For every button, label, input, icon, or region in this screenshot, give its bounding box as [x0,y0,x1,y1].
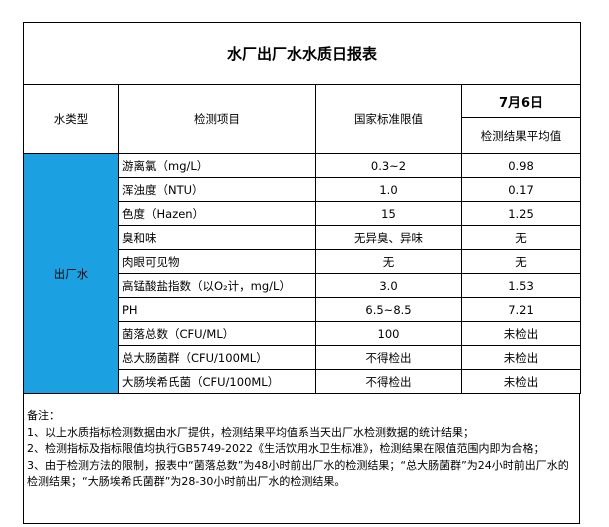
result-cell: 无 [460,249,582,274]
result-cell: 未检出 [460,369,582,394]
result-cell: 0.17 [460,177,582,202]
notes: 备注： 1、以上水质指标检测数据由水厂提供，检测结果平均值系当天出厂水检测数据的… [23,394,580,524]
item-cell: 总大肠菌群（CFU/100ML） [118,345,316,370]
result-cell: 未检出 [460,321,582,346]
limit-cell: 不得检出 [315,345,462,370]
item-cell: 色度（Hazen） [118,201,316,226]
result-cell: 1.25 [460,201,582,226]
header-result: 检测结果平均值 [460,117,582,154]
water-type-cell: 出厂水 [23,153,119,394]
notes-line: 2、检测指标及指标限值均执行GB5749-2022《生活饮用水卫生标准》，检测结… [27,442,545,455]
limit-cell: 无异臭、异味 [315,225,462,250]
item-cell: 菌落总数（CFU/ML） [118,321,316,346]
limit-cell: 15 [315,201,462,226]
table-row: 浑浊度（NTU） 1.0 0.17 [24,177,582,202]
result-cell: 1.53 [460,273,582,298]
limit-cell: 1.0 [315,177,462,202]
table-row: 臭和味 无异臭、异味无 [24,225,582,250]
limit-cell: 不得检出 [315,369,462,394]
limit-cell: 无 [315,249,462,274]
limit-cell: 3.0 [315,273,462,298]
item-cell: 浑浊度（NTU） [118,177,316,202]
table-row: 菌落总数（CFU/ML） 100 未检出 [24,321,582,346]
item-cell: 游离氯（mg/L） [118,153,316,178]
report-title: 水厂出厂水水质日报表 [22,22,582,85]
header-date: 7月6日 [460,84,582,118]
table-row: 总大肠菌群（CFU/100ML） 不得检出 未检出 [24,345,582,370]
item-cell: PH [118,297,316,322]
header-limit: 国家标准限值 [315,84,462,154]
limit-cell: 100 [315,321,462,346]
limit-cell: 0.3~2 [315,153,462,178]
table-row: PH 6.5~8.5 7.21 [24,297,582,322]
table-row: 高锰酸盐指数（以O₂计，mg/L） 3.0 1.53 [24,273,582,298]
result-cell: 7.21 [460,297,582,322]
table-row: 色度（Hazen） 15 1.25 [24,201,582,226]
limit-cell: 6.5~8.5 [315,297,462,322]
notes-heading: 备注： [27,409,60,422]
table-row: 肉眼可见物无无 [24,249,582,274]
item-cell: 高锰酸盐指数（以O₂计，mg/L） [118,273,316,298]
report-table: 水厂出厂水水质日报表 水类型 检测项目 国家标准限值 7月6日 检测结果平均值 … [22,22,582,394]
item-cell: 臭和味 [118,225,316,250]
result-cell: 未检出 [460,345,582,370]
notes-line: 1、以上水质指标检测数据由水厂提供，检测结果平均值系当天出厂水检测数据的统计结果… [27,425,474,439]
result-cell: 0.98 [460,153,582,178]
table-row: 大肠埃希氏菌（CFU/100ML） 不得检出 未检出 [24,369,582,394]
item-cell: 肉眼可见物 [118,249,316,274]
report: 水厂出厂水水质日报表 水类型 检测项目 国家标准限值 7月6日 检测结果平均值 … [22,22,582,524]
header-water-type: 水类型 [23,84,119,154]
table-row: 出厂水 游离氯（mg/L） 0.3~2 0.98 [23,153,582,394]
result-cell: 无 [460,225,582,250]
notes-line: 3、由于检测方法的限制，报表中“菌落总数”为48小时前出厂水的检测结果；“总大肠… [27,458,569,489]
item-cell: 大肠埃希氏菌（CFU/100ML） [118,369,316,394]
header-item: 检测项目 [118,84,316,154]
